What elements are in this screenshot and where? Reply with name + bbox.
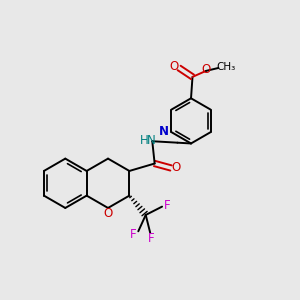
Text: CH₃: CH₃ — [217, 62, 236, 72]
Text: O: O — [170, 60, 179, 73]
Text: O: O — [202, 63, 211, 76]
Text: H: H — [140, 134, 148, 147]
Text: O: O — [172, 161, 181, 174]
Text: N: N — [159, 125, 169, 138]
Text: F: F — [148, 232, 155, 244]
Text: N: N — [147, 134, 156, 147]
Text: F: F — [164, 199, 170, 212]
Text: O: O — [103, 207, 112, 220]
Text: F: F — [130, 228, 136, 242]
